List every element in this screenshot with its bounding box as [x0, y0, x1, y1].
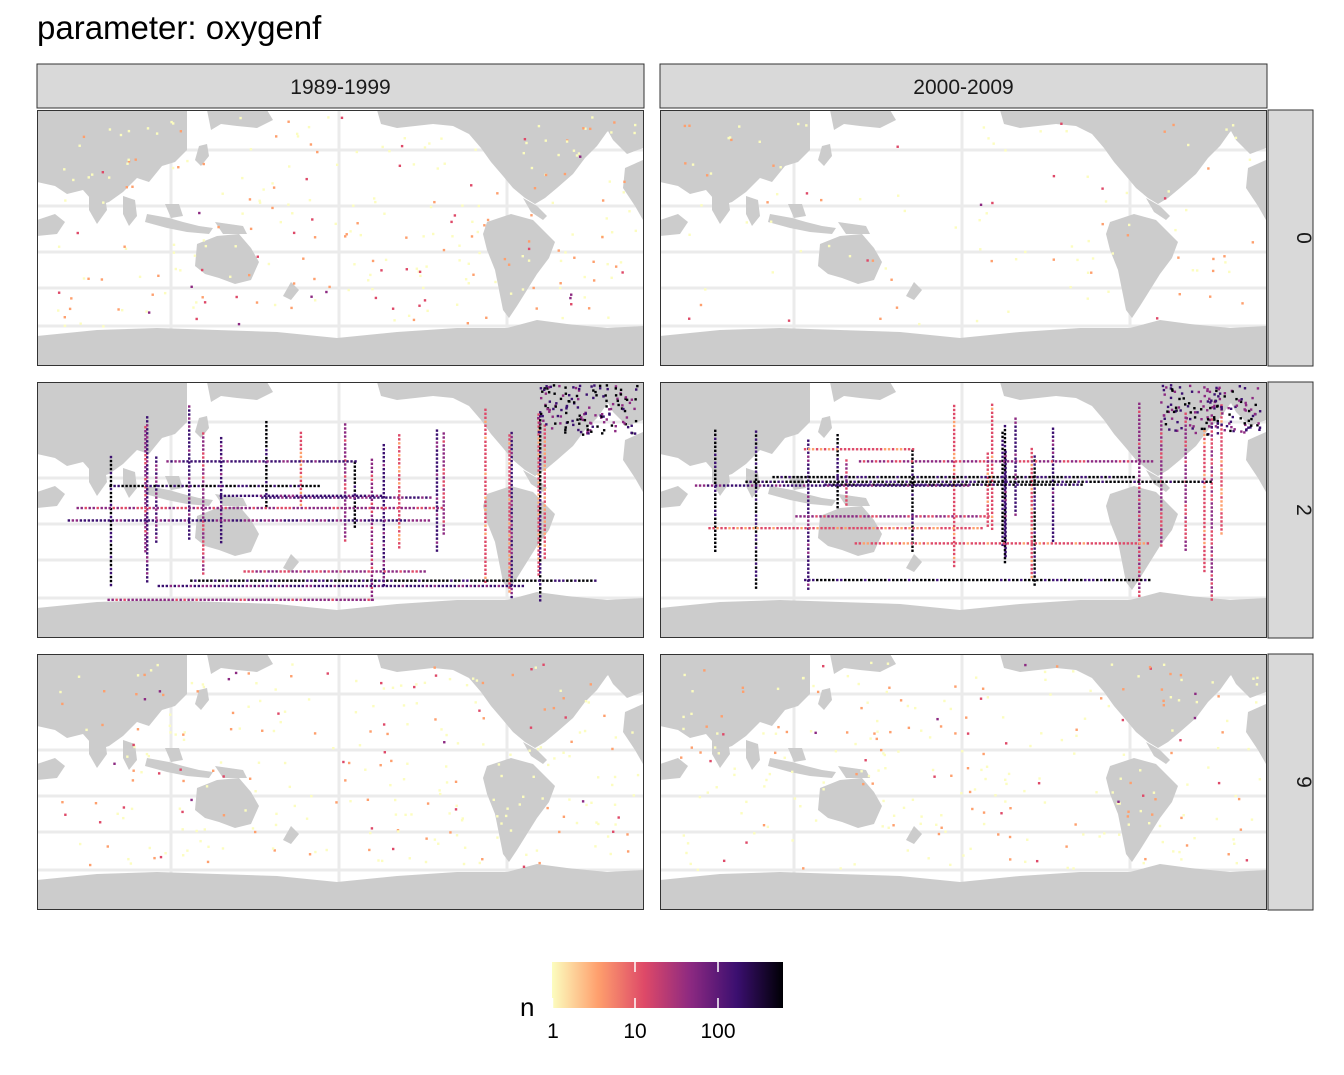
column-strip-2000-2009: 2000-2009 — [659, 63, 1268, 109]
color-bar — [552, 962, 783, 1008]
observation-cells — [57, 116, 638, 328]
row-label: 2 — [1292, 504, 1315, 516]
map-panel-2000-2009-9 — [658, 652, 1268, 912]
map-panel-1989-1999-2 — [35, 380, 645, 640]
row-label: 9 — [1292, 776, 1315, 788]
legend-tick-100: 100 — [700, 1020, 736, 1043]
observation-cells — [67, 384, 639, 602]
legend-tick-1: 1 — [547, 1020, 559, 1043]
legend-title: n — [520, 992, 535, 1022]
map-panel-2000-2009-0 — [658, 108, 1268, 368]
column-strip-1989-1999: 1989-1999 — [36, 63, 645, 109]
observation-cells — [683, 122, 1255, 326]
row-strip-0: 0 — [1267, 109, 1315, 367]
row-strip-2: 2 — [1267, 381, 1315, 639]
observation-cells — [59, 663, 640, 868]
row-label: 0 — [1292, 232, 1315, 244]
column-label: 2000-2009 — [913, 76, 1013, 99]
map-panel-1989-1999-0 — [35, 108, 645, 368]
observation-cells — [694, 384, 1262, 601]
legend-tick-10: 10 — [623, 1020, 647, 1043]
map-panel-2000-2009-2 — [658, 380, 1268, 640]
column-label: 1989-1999 — [290, 76, 390, 99]
row-strip-9: 9 — [1267, 653, 1315, 911]
map-panel-1989-1999-9 — [35, 652, 645, 912]
plot-title: parameter: oxygenf — [37, 9, 322, 46]
observation-cells — [680, 661, 1262, 872]
